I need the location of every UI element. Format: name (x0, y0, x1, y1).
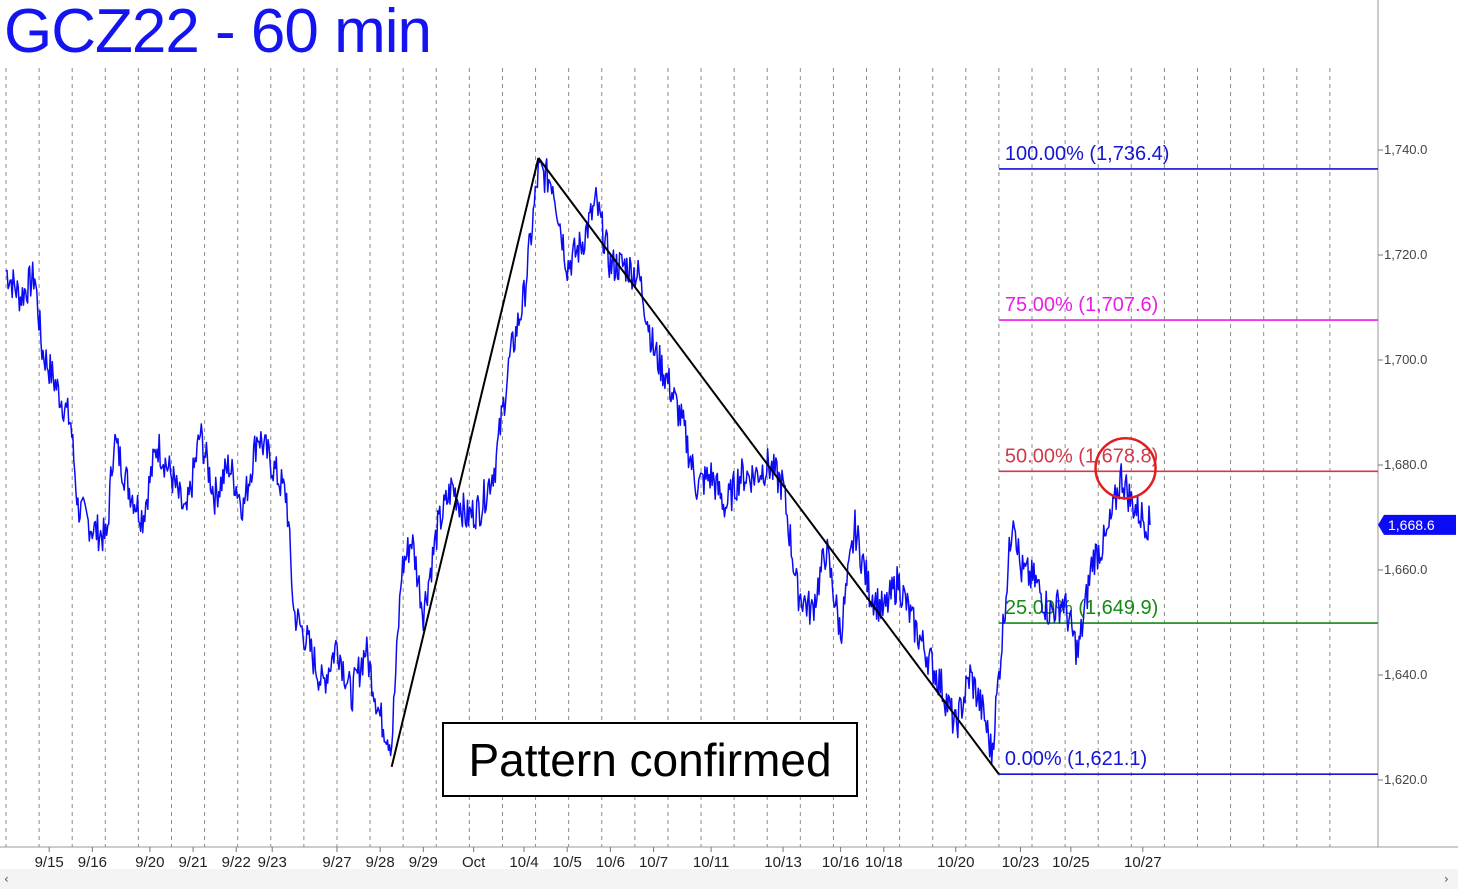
y-tick-label: 1,660.0 (1384, 562, 1427, 577)
trend-line (390, 157, 540, 768)
x-tick-label: 9/28 (366, 854, 395, 871)
x-tick-label: 9/16 (78, 854, 107, 871)
price-series-line (5, 158, 1151, 765)
fib-level-label: 100.00% (1,736.4) (1005, 143, 1170, 165)
x-tick-label: 9/20 (135, 854, 164, 871)
y-tick-label: 1,740.0 (1384, 142, 1427, 157)
fib-level-label: 25.00% (1,649.9) (1005, 597, 1158, 619)
x-tick-label: 10/20 (937, 854, 975, 871)
last-price-label: 1,668.6 (1388, 517, 1435, 533)
x-tick-label: 10/6 (596, 854, 625, 871)
highlight-circle (1094, 437, 1157, 500)
x-tick-label: 9/23 (258, 854, 287, 871)
y-tick-label: 1,700.0 (1384, 352, 1427, 367)
trend-line (537, 157, 1000, 775)
pattern-annotation: Pattern confirmed (442, 722, 858, 797)
x-tick-label: 9/29 (409, 854, 438, 871)
fib-level-label: 75.00% (1,707.6) (1005, 294, 1158, 316)
scrollbar-track (0, 869, 1458, 889)
scroll-left-icon[interactable]: ‹ (4, 872, 9, 886)
fib-level-label: 0.00% (1,621.1) (1005, 748, 1147, 770)
x-tick-label: 10/4 (509, 854, 538, 871)
x-tick-label: 10/5 (553, 854, 582, 871)
x-tick-label: 9/27 (322, 854, 351, 871)
y-tick-label: 1,640.0 (1384, 667, 1427, 682)
x-tick-label: 10/11 (693, 854, 729, 871)
x-tick-label: 9/21 (178, 854, 207, 871)
x-tick-label: 10/18 (865, 854, 903, 871)
last-price-badge (1378, 514, 1456, 535)
scroll-right-icon[interactable]: › (1444, 872, 1449, 886)
chart-title: GCZ22 - 60 min (4, 0, 432, 66)
x-tick-label: 9/22 (222, 854, 251, 871)
x-tick-label: 10/27 (1124, 854, 1162, 871)
x-tick-label: 10/16 (822, 854, 860, 871)
x-tick-label: 10/7 (639, 854, 668, 871)
x-tick-label: 9/15 (35, 854, 64, 871)
y-tick-label: 1,720.0 (1384, 247, 1427, 262)
x-tick-label: 10/13 (764, 854, 802, 871)
fib-level-label: 50.00% (1,678.8) (1005, 445, 1158, 467)
x-tick-label: Oct (462, 854, 486, 871)
x-tick-label: 10/25 (1052, 854, 1090, 871)
y-tick-label: 1,620.0 (1384, 772, 1427, 787)
x-tick-label: 10/23 (1002, 854, 1040, 871)
y-tick-label: 1,680.0 (1384, 457, 1427, 472)
pattern-annotation-text: Pattern confirmed (468, 733, 832, 786)
